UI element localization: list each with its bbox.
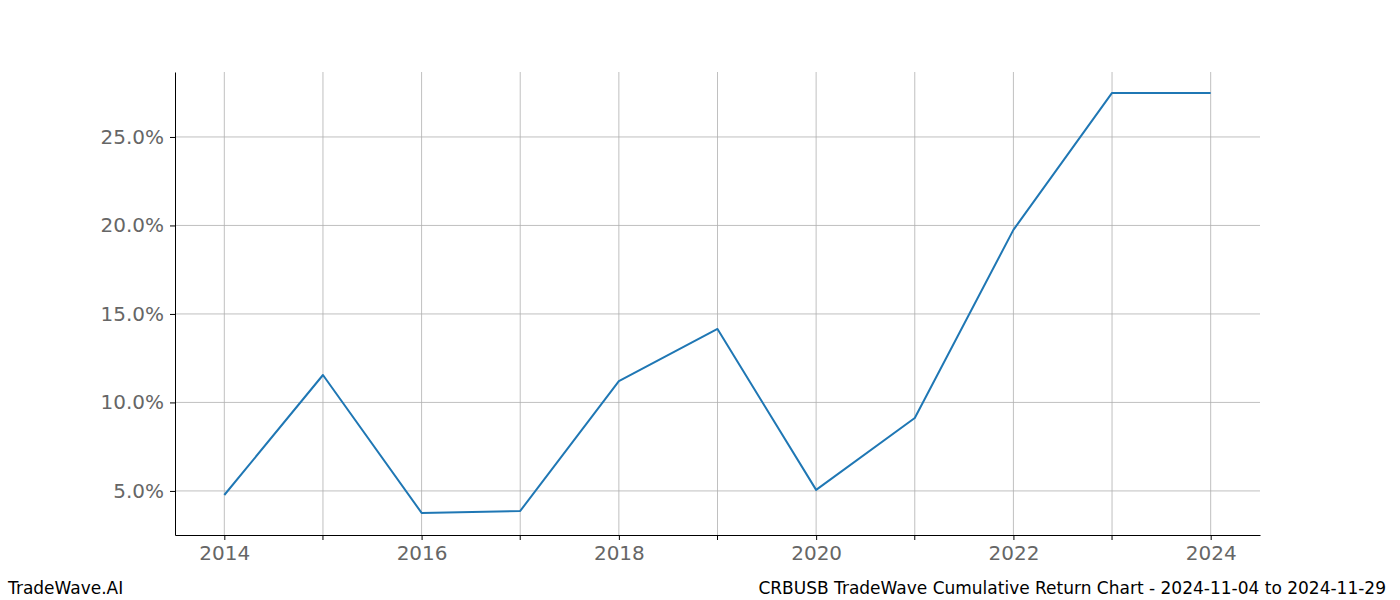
grid-line: [520, 72, 521, 535]
tick-mark: [914, 535, 915, 540]
tick-mark: [1211, 535, 1212, 540]
tick: 20.0%: [100, 213, 175, 237]
tick: 15.0%: [100, 302, 175, 326]
tick: 2024: [1186, 535, 1237, 565]
tick-mark: [816, 535, 817, 540]
tick: 2018: [594, 535, 645, 565]
tick-label: 2022: [988, 541, 1039, 565]
tick-mark: [1112, 535, 1113, 540]
tick-mark: [170, 314, 175, 315]
tick: 2022: [988, 535, 1039, 565]
tick: 5.0%: [113, 479, 175, 503]
tick-mark: [322, 535, 323, 540]
tick-mark: [1013, 535, 1014, 540]
line: [224, 93, 1210, 513]
grid-line: [224, 72, 225, 535]
title: CRBUSB TradeWave Cumulative Return Chart…: [758, 578, 1386, 598]
grid-line: [717, 72, 718, 535]
tick-mark: [422, 535, 423, 540]
tick: 25.0%: [100, 125, 175, 149]
tick-mark: [170, 137, 175, 138]
grid-line: [914, 72, 915, 535]
grid-line: [816, 72, 817, 535]
grid-line: [421, 72, 422, 535]
tick-label: 2016: [397, 541, 448, 565]
tick-label: 2020: [791, 541, 842, 565]
chart: 5.0% 10.0% 15.0% 20.0% 25.0% 2014 2016 2018 2020…: [0, 0, 1400, 600]
annotation: TradeWave.AI: [7, 578, 123, 598]
y-axis: 5.0% 10.0% 15.0% 20.0% 25.0%: [100, 73, 175, 536]
tick: 2014: [199, 535, 250, 565]
tick-label: 15.0%: [100, 302, 164, 326]
tick-label: 5.0%: [113, 479, 164, 503]
tick-label: 20.0%: [100, 213, 164, 237]
tick-label: 10.0%: [100, 390, 164, 414]
tick-mark: [717, 535, 718, 540]
tick-label: 2024: [1186, 541, 1237, 565]
grid-line: [322, 72, 323, 535]
grid-line: [1112, 72, 1113, 535]
tick-mark: [224, 535, 225, 540]
tick-mark: [170, 491, 175, 492]
x-axis: 2014 2016 2018 2020 2022 2024: [176, 535, 1261, 565]
tick-label: 25.0%: [100, 125, 164, 149]
y-axis-line: [175, 73, 176, 536]
grid-line: [618, 72, 619, 535]
tick-mark: [520, 535, 521, 540]
grid-line: [1210, 72, 1211, 535]
tick-label: 2018: [594, 541, 645, 565]
tick-label: 2014: [199, 541, 250, 565]
tick: 2016: [397, 535, 448, 565]
tick: 10.0%: [100, 390, 175, 414]
grid: [175, 72, 1260, 535]
plot-area: [224, 93, 1210, 513]
tick-mark: [170, 225, 175, 226]
tick-mark: [170, 402, 175, 403]
tick-mark: [619, 535, 620, 540]
grid-line: [1013, 72, 1014, 535]
tick: 2020: [791, 535, 842, 565]
